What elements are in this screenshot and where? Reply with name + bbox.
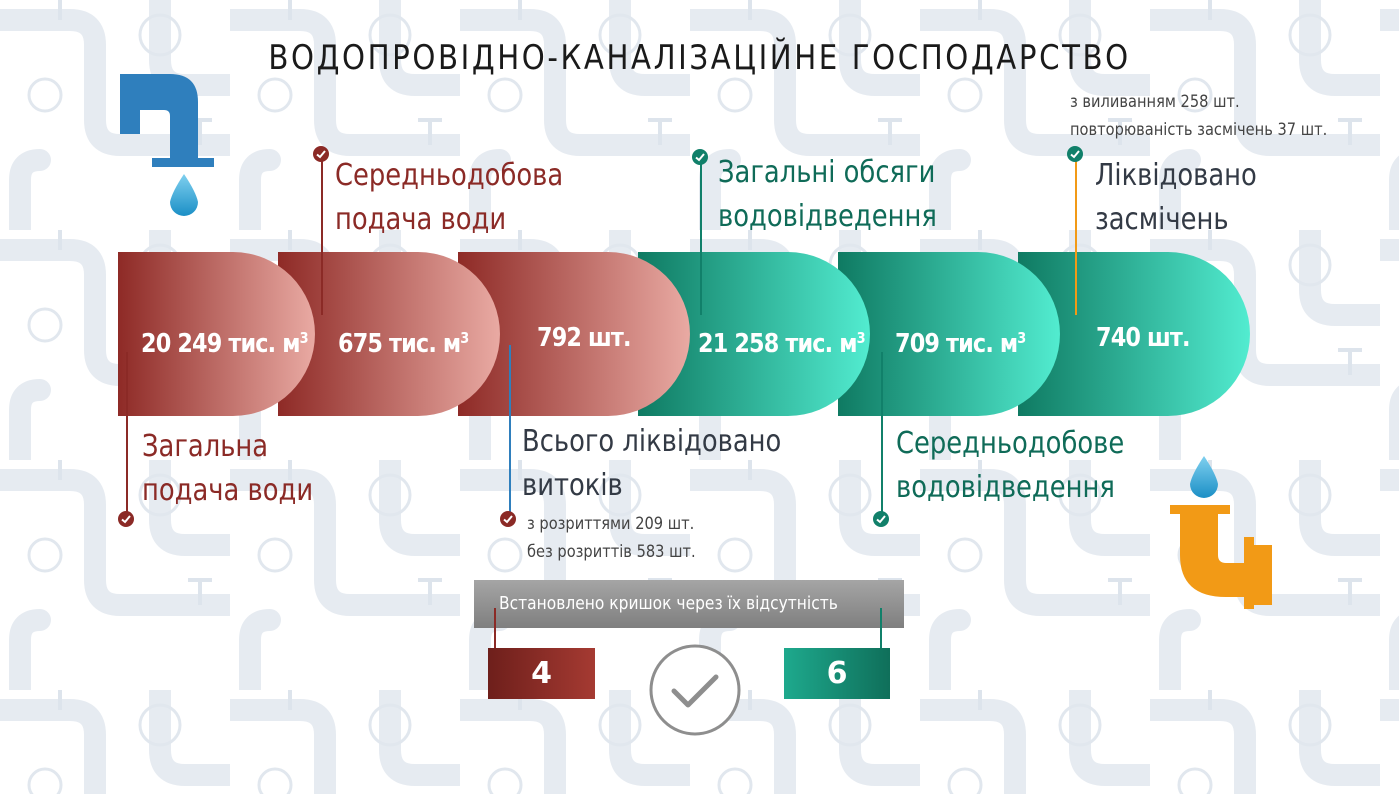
pipe-bar (118, 252, 1250, 416)
lids-banner: Встановлено кришок через їх відсутність (474, 580, 904, 628)
value-total-sewer: 21 258 тис. м3 (698, 329, 866, 359)
label-blockages: Ліквідовано засмічень (1095, 158, 1257, 237)
check-circle-icon (873, 511, 889, 527)
label-leaks: Всього ліквідовано витоків (522, 424, 782, 503)
value-total-supply: 20 249 тис. м3 (141, 329, 309, 359)
connector-line (321, 160, 323, 315)
segment-5-shape (838, 252, 1060, 416)
segment-1-shape (118, 252, 315, 416)
connector-line (1075, 160, 1077, 315)
label-total-sewer: Загальні обсяги водовідведення (718, 155, 937, 234)
page-title: ВОДОПРОВІДНО-КАНАЛІЗАЦІЙНЕ ГОСПОДАРСТВО (268, 38, 1131, 78)
value-daily-sewer: 709 тис. м3 (895, 329, 1026, 359)
connector-line (881, 352, 883, 512)
check-circle-icon (118, 511, 134, 527)
label-daily-supply: Середньодобова подача води (335, 158, 564, 237)
water-drop-icon (170, 174, 198, 216)
connector-line (509, 345, 511, 513)
note-blockages: з виливанням 258 шт. повторюваність засмі… (1070, 92, 1328, 140)
check-circle-icon (313, 146, 329, 162)
sewer-pipe-icon (1170, 505, 1272, 609)
connector-line (126, 352, 128, 512)
note-leaks: з розриттями 209 шт. без розриттів 583 шт… (527, 514, 696, 562)
lids-water-value: 4 (488, 648, 595, 699)
segment-2-shape (278, 252, 500, 416)
lids-sewer-value: 6 (784, 648, 890, 699)
check-circle-icon (500, 511, 516, 527)
check-circle-icon (1067, 146, 1083, 162)
check-circle-icon (692, 149, 708, 165)
segment-4-shape (638, 252, 870, 416)
label-total-supply: Загальна подача води (142, 429, 314, 508)
connector-line (700, 160, 702, 315)
segment-3-shape (458, 252, 690, 416)
value-daily-supply: 675 тис. м3 (338, 329, 469, 359)
label-daily-sewer: Середньодобове водовідведення (896, 426, 1125, 505)
big-check-icon (649, 644, 741, 736)
value-blockages: 740 шт. (1096, 323, 1191, 353)
water-tap-icon (120, 74, 214, 167)
water-drop-icon (1190, 456, 1218, 498)
value-leaks: 792 шт. (537, 323, 632, 353)
